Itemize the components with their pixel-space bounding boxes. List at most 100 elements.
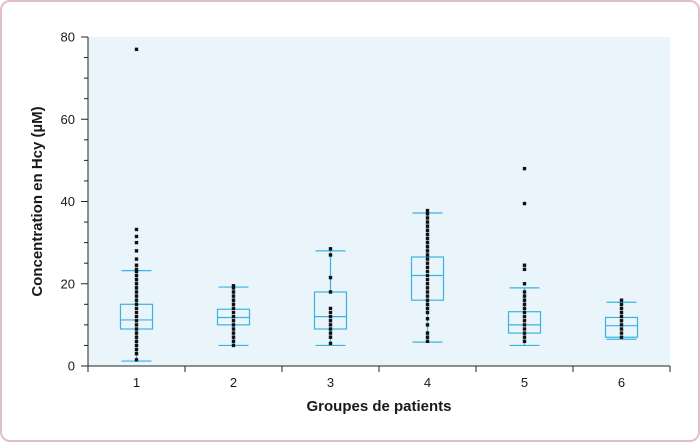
data-point [231,323,236,327]
data-point [425,317,430,321]
x-tick-label: 2 [230,375,237,390]
y-tick-label: 40 [61,194,75,209]
box-group-4 [410,208,445,344]
data-point [328,327,333,331]
data-point [134,47,139,52]
box-group-5 [507,166,542,347]
data-point [425,220,430,224]
data-point [425,212,430,216]
box-group-1 [119,47,154,362]
x-axis-title: Groupes de patients [306,398,451,415]
data-point [134,358,139,362]
data-point [522,319,527,323]
data-point [425,265,430,269]
data-point [522,298,527,302]
plot-area [88,37,670,366]
data-point [134,327,139,331]
data-point [619,298,624,302]
data-point [134,331,139,335]
data-point [522,310,527,315]
data-point [231,302,236,307]
data-point [134,294,139,298]
data-point [134,273,139,278]
data-point [231,298,236,302]
data-point [134,347,139,352]
data-point [522,335,527,339]
data-point [425,236,430,241]
box-group-3 [313,247,348,347]
x-tick-label: 1 [133,375,140,390]
x-tick-label: 3 [327,375,334,390]
data-point [425,298,430,302]
y-axis: 0 20 40 60 80 [61,30,89,374]
data-point [522,323,527,327]
data-point [425,286,430,290]
y-tick-label: 0 [68,359,75,374]
data-point [425,253,430,257]
data-point [425,224,430,228]
data-point [328,341,333,346]
data-point [328,331,333,335]
data-point [134,286,139,290]
data-point [522,314,527,319]
data-point [134,351,139,356]
data-point [231,310,236,315]
data-point [134,277,139,282]
data-point [425,273,430,278]
data-point [425,240,430,245]
data-point [231,331,236,335]
data-point [425,302,430,307]
data-point [425,282,430,286]
data-point [231,284,236,288]
data-point [328,335,333,339]
data-point [619,310,624,315]
data-point [328,310,333,315]
data-point [522,339,527,344]
data-point [134,335,139,339]
data-point [425,269,430,274]
data-point [522,294,527,298]
box-group-6 [604,298,639,340]
data-point [425,228,430,232]
data-point [425,216,430,220]
data-point [425,331,430,335]
data-point [425,310,430,315]
data-point [231,339,236,344]
y-tick-label: 60 [61,112,75,127]
box-series [119,47,639,362]
data-point [134,227,139,232]
data-point [619,319,624,323]
data-point [328,314,333,319]
data-point [134,319,139,323]
y-axis-title: Concentration en Hcy (µM) [29,106,46,296]
data-point [134,343,139,348]
data-point [425,277,430,282]
data-point [425,306,430,311]
data-point [619,327,624,331]
data-point [425,339,430,344]
data-point [522,166,527,171]
data-point [619,335,624,339]
data-point [522,327,527,331]
box-group-2 [216,284,251,348]
data-point [425,257,430,261]
data-point [134,302,139,307]
data-point [134,306,139,311]
data-point [522,331,527,335]
data-point [522,302,527,307]
data-point [522,267,527,272]
data-point [619,323,624,327]
data-point [134,269,139,274]
x-tick-label: 6 [618,375,625,390]
data-point [425,208,430,213]
data-point [522,290,527,294]
data-point [134,249,139,253]
data-point [134,298,139,302]
data-point [522,282,527,286]
data-point [328,275,333,280]
data-point [425,323,430,327]
data-point [328,319,333,323]
data-point [425,294,430,298]
data-point [134,314,139,319]
